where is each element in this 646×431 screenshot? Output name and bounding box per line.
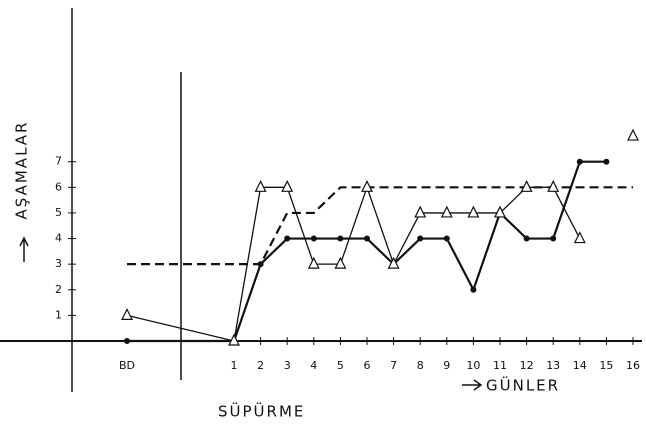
y-arrow [19, 236, 29, 262]
point [494, 205, 506, 218]
x-tick-label: 5 [337, 359, 344, 372]
y-tick-label: 1 [55, 308, 62, 321]
x-tick-label: 7 [390, 359, 397, 372]
point [337, 235, 344, 242]
x-tick-label: 13 [546, 359, 560, 372]
point [121, 308, 133, 320]
point [470, 286, 477, 293]
point [627, 128, 639, 141]
point [310, 235, 317, 242]
y-tick-label: 3 [55, 257, 62, 270]
y-tick-label: 2 [55, 283, 62, 296]
point [228, 333, 240, 346]
y-tick-label: 6 [55, 180, 62, 193]
point [573, 231, 586, 244]
point [576, 158, 583, 165]
x-tick-label: 4 [310, 359, 317, 372]
point [281, 179, 294, 192]
x-tick-label: 12 [520, 359, 534, 372]
point [440, 205, 453, 218]
y-axis-title: AŞAMALAR [13, 121, 31, 220]
point [387, 256, 400, 269]
point [364, 235, 370, 242]
point [254, 179, 267, 192]
x-tick-label: 14 [573, 359, 587, 372]
point [467, 205, 480, 218]
phase-label: SÜPÜRME [218, 402, 305, 421]
series-line [127, 160, 607, 343]
x-axis-title: GÜNLER [486, 376, 560, 395]
x-tick-label: 8 [417, 359, 424, 372]
x-tick-label: 1 [231, 359, 238, 372]
x-tick-label: 11 [493, 359, 507, 372]
series-line [127, 186, 633, 266]
x-tick-label: 3 [284, 359, 291, 372]
point [414, 205, 427, 218]
point [417, 235, 424, 242]
y-tick-label: 5 [55, 206, 62, 219]
point [550, 235, 557, 242]
y-tick-label: 7 [55, 155, 62, 168]
x-tick-label: 6 [364, 359, 371, 372]
y-tick-label: 4 [55, 232, 62, 245]
point [443, 235, 450, 242]
x-tick-label: 2 [257, 359, 264, 372]
point [124, 338, 130, 344]
point [257, 261, 264, 268]
point [603, 158, 610, 165]
point [361, 179, 373, 192]
point [523, 235, 530, 242]
point [307, 256, 320, 269]
point [284, 235, 291, 242]
point [547, 179, 560, 192]
x-tick-label: BD [119, 359, 135, 372]
x-tick-label: 16 [626, 359, 640, 372]
x-tick-label: 15 [599, 359, 613, 372]
point [334, 256, 347, 269]
x-arrow [462, 379, 483, 391]
x-tick-label: 9 [443, 359, 450, 372]
series-line [127, 136, 633, 341]
x-tick-label: 10 [466, 359, 480, 372]
point [520, 179, 533, 192]
